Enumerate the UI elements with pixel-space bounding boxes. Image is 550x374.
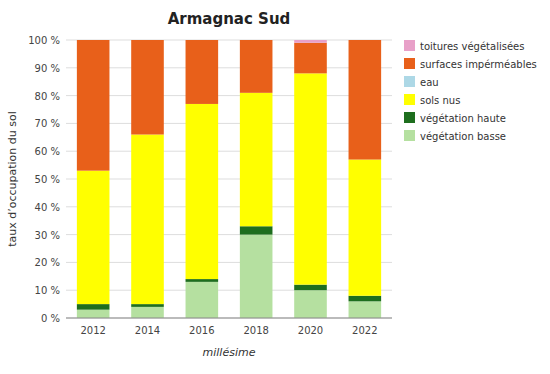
- grid-line: [66, 67, 392, 68]
- y-axis-label: taux d’occupation du sol: [6, 111, 19, 247]
- x-tick-label: 2014: [135, 325, 160, 336]
- grid-line: [66, 40, 392, 41]
- bar-segment: [294, 40, 327, 43]
- grid-line: [66, 290, 392, 291]
- bar-segment: [131, 135, 164, 305]
- y-tick-label: 80 %: [35, 91, 60, 102]
- bar-segment: [294, 290, 327, 318]
- bar-segment: [349, 40, 382, 160]
- x-axis-label: millésime: [203, 346, 256, 359]
- legend-label: surfaces impérméables: [420, 59, 537, 70]
- bar-segment: [77, 304, 110, 310]
- bar-segment: [349, 40, 382, 41]
- bar-segment: [131, 40, 164, 41]
- legend-swatch: [404, 40, 415, 51]
- y-tick-label: 70 %: [35, 118, 60, 129]
- chart: Armagnac Sud 0 % 10 % 20 % 30 % 40 % 50 % 60 % 7…: [0, 0, 550, 374]
- bar-segment: [77, 40, 110, 171]
- y-tick-label: 50 %: [35, 174, 60, 185]
- y-tick-label: 20 %: [35, 257, 60, 268]
- grid-line: [66, 206, 392, 207]
- legend-label: toitures végétalisées: [420, 41, 524, 52]
- title: Armagnac Sud: [168, 10, 291, 28]
- y-tick-label: 40 %: [35, 202, 60, 213]
- legend-label: eau: [420, 77, 439, 88]
- bar-segment: [240, 235, 273, 318]
- legend-label: végétation haute: [420, 113, 506, 124]
- bar-segment: [131, 304, 164, 307]
- bar-segment: [349, 301, 382, 318]
- bar-segment: [294, 73, 327, 284]
- grid-line: [66, 151, 392, 152]
- y-tick-label: 90 %: [35, 63, 60, 74]
- grid: [66, 40, 392, 318]
- x-tick-label: 2020: [298, 325, 323, 336]
- y-tick-label: 100 %: [28, 35, 60, 46]
- bar-segment: [77, 40, 110, 41]
- bar-segment: [131, 40, 164, 135]
- bar-segment: [240, 40, 273, 93]
- y-tick-label: 0 %: [41, 313, 60, 324]
- bar-segment: [186, 282, 219, 318]
- bar-segment: [186, 40, 219, 41]
- bar-segment: [240, 226, 273, 234]
- bar-segment: [240, 93, 273, 226]
- bar-segment: [294, 43, 327, 74]
- legend-swatch: [404, 112, 415, 123]
- grid-line: [66, 95, 392, 96]
- legend-swatch: [404, 130, 415, 141]
- bar-segment: [77, 171, 110, 304]
- bar-segment: [294, 285, 327, 291]
- bar-segment: [186, 104, 219, 279]
- grid-line: [66, 262, 392, 263]
- bar-segment: [77, 310, 110, 318]
- x-tick-label: 2018: [243, 325, 268, 336]
- bar-segment: [349, 296, 382, 302]
- bar-segment: [186, 279, 219, 282]
- x-axis-line: [66, 318, 392, 319]
- bars: [77, 40, 381, 318]
- x-tick-label: 2022: [352, 325, 377, 336]
- grid-line: [66, 123, 392, 124]
- grid-line: [66, 179, 392, 180]
- x-tick-label: 2016: [189, 325, 214, 336]
- y-tick-label: 30 %: [35, 230, 60, 241]
- bar-segment: [131, 307, 164, 318]
- chart-container: Armagnac Sud 0 % 10 % 20 % 30 % 40 % 50 % 60 % 7…: [0, 0, 550, 374]
- legend: toitures végétalisées surfaces impérméabl…: [404, 40, 537, 142]
- legend-swatch: [404, 94, 415, 105]
- bar-segment: [240, 40, 273, 41]
- legend-label: sols nus: [420, 95, 460, 106]
- y-tick-label: 10 %: [35, 285, 60, 296]
- grid-line: [66, 318, 392, 319]
- legend-swatch: [404, 58, 415, 69]
- legend-swatch: [404, 76, 415, 87]
- grid-line: [66, 234, 392, 235]
- legend-label: végétation basse: [420, 131, 506, 142]
- bar-segment: [349, 160, 382, 296]
- y-tick-label: 60 %: [35, 146, 60, 157]
- bar-segment: [186, 40, 219, 104]
- x-tick-label: 2012: [80, 325, 105, 336]
